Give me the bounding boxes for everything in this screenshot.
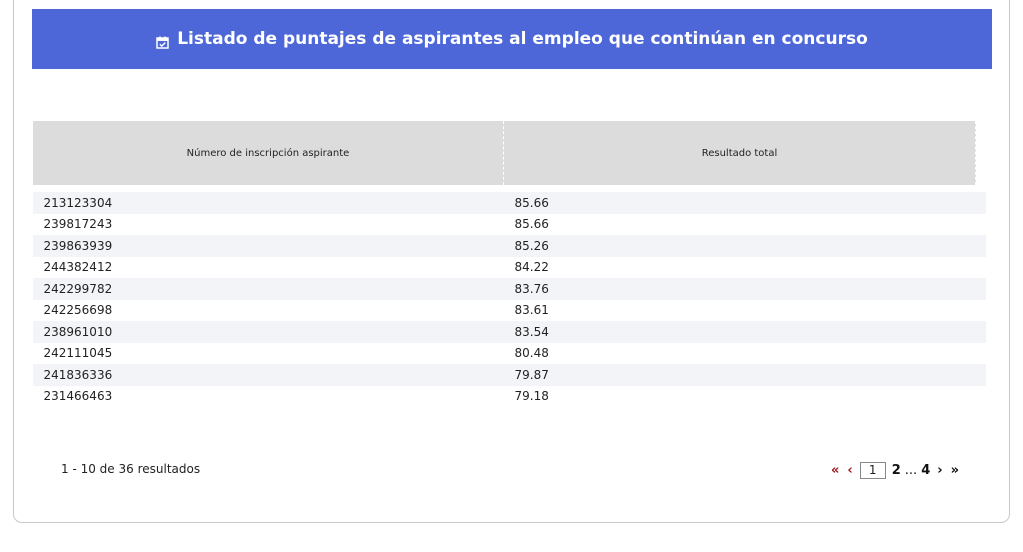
page-title: Listado de puntajes de aspirantes al emp… (177, 29, 868, 49)
inscription-number-cell: 231466463 (43, 389, 113, 404)
total-score-cell: 85.66 (514, 217, 549, 232)
content-card (13, 0, 1010, 523)
column-header-inscription[interactable]: Número de inscripción aspirante (32, 121, 504, 185)
page-link-4[interactable]: 4 (921, 463, 931, 478)
inscription-number-cell: 242256698 (43, 303, 113, 318)
total-score-cell: 85.66 (503, 192, 986, 214)
prev-page-icon[interactable]: ‹ (847, 463, 853, 478)
total-score-cell: 79.18 (514, 389, 549, 404)
total-score-cell: 85.26 (503, 235, 986, 257)
total-score-cell: 83.61 (514, 303, 549, 318)
page-link-2[interactable]: 2 (891, 463, 901, 478)
results-table: Número de inscripción aspirante Resultad… (32, 121, 986, 407)
calendar-check-icon (156, 34, 169, 49)
next-page-icon[interactable]: › (937, 463, 943, 478)
inscription-number-cell: 238961010 (32, 321, 504, 343)
inscription-number-cell: 213123304 (32, 192, 504, 214)
total-score-cell: 80.48 (514, 346, 549, 361)
inscription-number-cell: 244382412 (43, 260, 113, 275)
pagination: « ‹ 1 2 ... 4 › » (827, 462, 963, 479)
total-score-cell: 79.87 (503, 364, 986, 386)
table-row: 244382412 84.22 (33, 257, 987, 279)
table-row: 242299782 83.76 (32, 278, 986, 300)
page-banner: Listado de puntajes de aspirantes al emp… (32, 9, 992, 69)
inscription-number-cell: 242299782 (32, 278, 504, 300)
inscription-number-cell: 239863939 (32, 235, 504, 257)
inscription-number-cell: 242111045 (43, 346, 113, 361)
table-row: 239863939 85.26 (32, 235, 986, 257)
first-page-icon[interactable]: « (830, 463, 840, 478)
total-score-cell: 84.22 (514, 260, 549, 275)
table-row: 231466463 79.18 (33, 386, 987, 408)
table-row: 213123304 85.66 (32, 192, 986, 214)
total-score-cell: 83.54 (503, 321, 986, 343)
current-page-box[interactable]: 1 (859, 462, 886, 479)
column-header-total[interactable]: Resultado total (503, 121, 976, 185)
inscription-number-cell: 241836336 (32, 364, 504, 386)
table-row: 241836336 79.87 (32, 364, 986, 386)
table-row: 242256698 83.61 (33, 300, 987, 322)
table-row: 242111045 80.48 (33, 343, 987, 365)
results-count: 1 - 10 de 36 resultados (61, 462, 201, 476)
total-score-cell: 83.76 (503, 278, 986, 300)
last-page-icon[interactable]: » (950, 463, 959, 478)
pagination-ellipsis: ... (904, 463, 918, 478)
table-row: 238961010 83.54 (32, 321, 986, 343)
inscription-number-cell: 239817243 (43, 217, 113, 232)
table-row: 239817243 85.66 (33, 214, 987, 236)
